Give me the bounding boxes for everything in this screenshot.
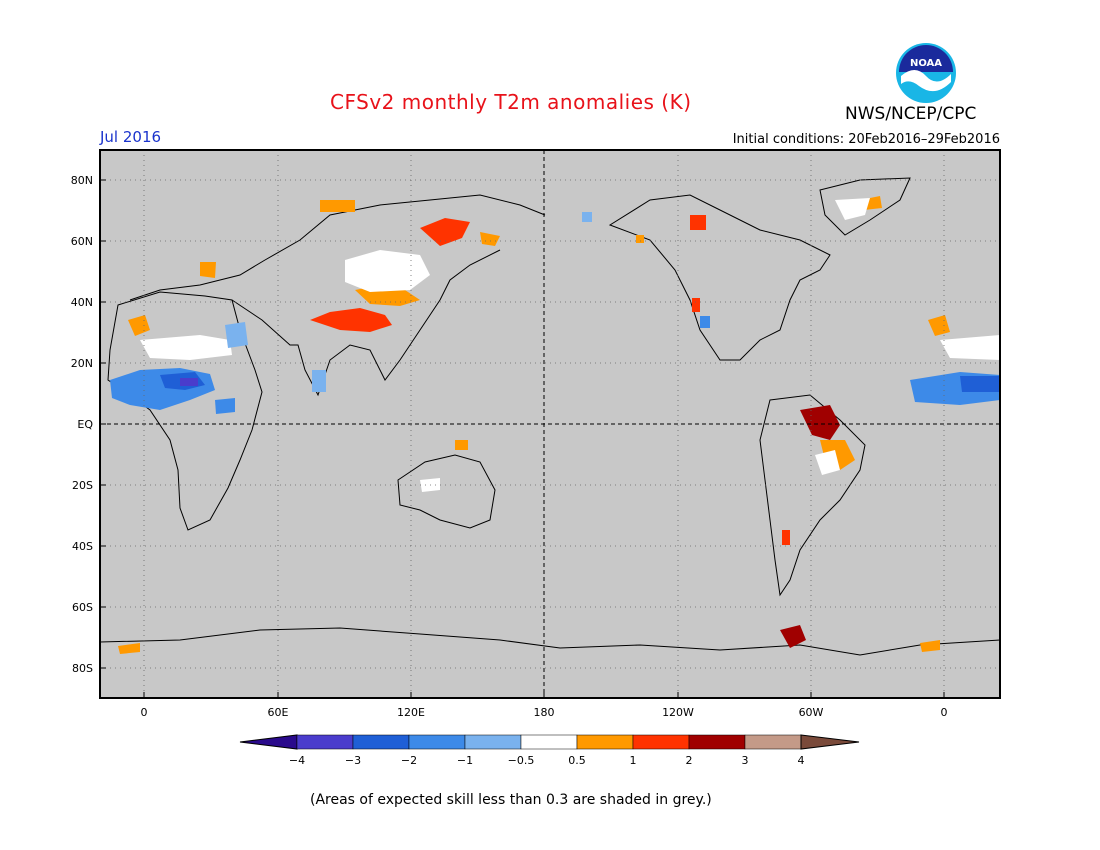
valid-month: Jul 2016 [100,128,162,146]
colorbar-label: 1 [630,754,637,767]
neutral-anomalies [140,198,1000,492]
logo-text: NOAA [910,58,942,69]
lat-label: 40N [71,296,93,309]
lon-label: 0 [141,706,148,719]
colorbar-label: −0.5 [508,754,535,767]
lon-label: 60W [799,706,824,719]
colorbar-swatch [688,734,746,750]
colorbar-swatch [352,734,410,750]
colorbar-swatch [576,734,634,750]
colorbar: −4 −3 −2 −1 −0.5 0.5 1 2 3 4 [239,734,860,767]
lon-label: 120W [662,706,694,719]
map-title: CFSv2 monthly T2m anomalies (K) [330,90,692,114]
anomaly-shading [100,177,1000,656]
lon-label: 120E [397,706,425,719]
colorbar-min-arrow [239,734,298,750]
colorbar-label: −3 [345,754,361,767]
colorbar-label: −2 [401,754,417,767]
colorbar-label: 0.5 [568,754,586,767]
noaa-logo-icon: NOAA [896,43,956,103]
lon-labels: 0 60E 120E 180 120W 60W 0 [141,706,948,719]
lat-labels: 80N 60N 40N 20N EQ 20S 40S 60S 80S [71,174,94,675]
colorbar-label: 3 [742,754,749,767]
cold-anomalies [110,212,1000,414]
colorbar-swatch [520,734,578,750]
equator-dateline [100,150,1000,698]
footnote: (Areas of expected skill less than 0.3 a… [310,792,712,808]
colorbar-label: −4 [289,754,305,767]
lat-label: 40S [72,540,93,553]
colorbar-max-arrow [800,734,860,750]
colorbar-swatch [744,734,802,750]
colorbar-label: 4 [798,754,805,767]
lat-label: 60N [71,235,93,248]
initial-conditions: Initial conditions: 20Feb2016–29Feb2016 [732,132,1000,147]
colorbar-label: −1 [457,754,473,767]
lat-label: 20S [72,479,93,492]
agency-label: NWS/NCEP/CPC [845,104,977,124]
lat-label: 20N [71,357,93,370]
colorbar-swatch [632,734,690,750]
axis-ticks [100,179,945,698]
lat-label: 60S [72,601,93,614]
lon-label: 0 [941,706,948,719]
colorbar-swatch [296,734,354,750]
lat-label: EQ [77,418,93,431]
lat-lon-grid [100,150,1000,698]
lat-label: 80S [72,662,93,675]
colorbar-label: 2 [686,754,693,767]
lat-label: 80N [71,174,93,187]
lon-label: 60E [268,706,289,719]
colorbar-swatch [408,734,466,750]
lon-label: 180 [534,706,555,719]
colorbar-swatch [464,734,522,750]
